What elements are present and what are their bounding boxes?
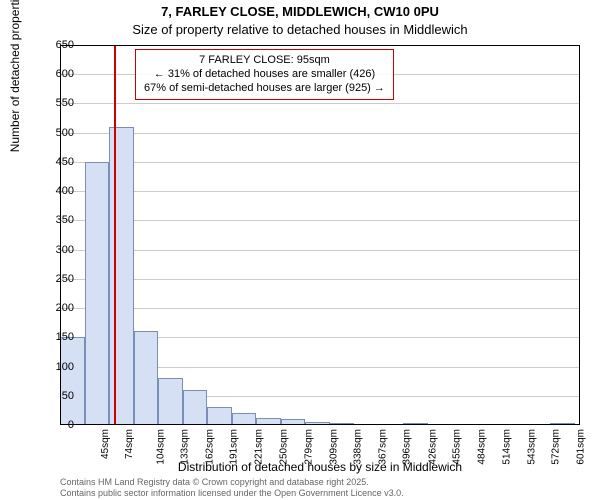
y-tick-label: 400 xyxy=(34,185,74,197)
y-tick-label: 300 xyxy=(34,244,74,256)
y-tick-label: 150 xyxy=(34,331,74,343)
y-tick-label: 250 xyxy=(34,273,74,285)
y-tick-label: 650 xyxy=(34,39,74,51)
x-tick-label: 45sqm xyxy=(100,429,101,459)
chart-title-desc: Size of property relative to detached ho… xyxy=(0,22,600,37)
y-tick-label: 0 xyxy=(34,419,74,431)
x-axis-label: Distribution of detached houses by size … xyxy=(60,460,580,474)
footer-line-1: Contains HM Land Registry data © Crown c… xyxy=(60,477,404,487)
footer-attribution: Contains HM Land Registry data © Crown c… xyxy=(60,477,404,498)
y-tick-label: 350 xyxy=(34,214,74,226)
plot-area: 45sqm74sqm104sqm133sqm162sqm191sqm221sqm… xyxy=(60,45,580,425)
y-tick-label: 100 xyxy=(34,361,74,373)
chart-title-address: 7, FARLEY CLOSE, MIDDLEWICH, CW10 0PU xyxy=(0,4,600,19)
y-tick-label: 550 xyxy=(34,97,74,109)
y-tick-label: 200 xyxy=(34,302,74,314)
plot-border xyxy=(60,45,580,425)
y-tick-label: 600 xyxy=(34,68,74,80)
y-axis-label: Number of detached properties xyxy=(8,0,22,152)
y-tick-label: 50 xyxy=(34,390,74,402)
footer-line-2: Contains public sector information licen… xyxy=(60,488,404,498)
y-tick-label: 500 xyxy=(34,127,74,139)
y-tick-label: 450 xyxy=(34,156,74,168)
x-tick-label: 74sqm xyxy=(124,429,125,459)
chart-container: 7, FARLEY CLOSE, MIDDLEWICH, CW10 0PU Si… xyxy=(0,0,600,500)
